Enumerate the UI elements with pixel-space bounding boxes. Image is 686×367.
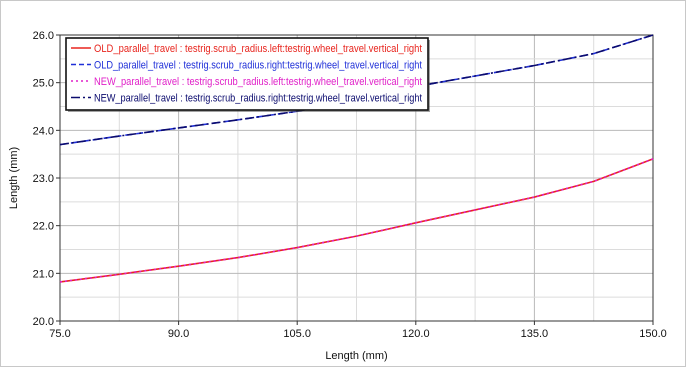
y-axis-ticks: 20.0 21.0 22.0 23.0 24.0 25.0 26.0	[33, 30, 60, 328]
x-tick-label: 75.0	[49, 328, 70, 340]
y-tick-label: 26.0	[33, 30, 54, 42]
series-line-4	[59, 34, 654, 146]
x-tick-label: 150.0	[639, 328, 667, 340]
y-tick-label: 23.0	[33, 173, 54, 185]
y-tick-label: 22.0	[33, 221, 54, 233]
legend-label: NEW_parallel_travel : testrig.scrub_radi…	[94, 93, 422, 105]
legend-label: OLD_parallel_travel : testrig.scrub_radi…	[94, 43, 422, 55]
x-axis-title: Length (mm)	[325, 350, 387, 362]
series-line-3	[59, 158, 654, 283]
x-tick-label: 120.0	[402, 328, 430, 340]
y-tick-label: 24.0	[33, 125, 54, 137]
x-tick-label: 135.0	[521, 328, 549, 340]
y-axis-title: Length (mm)	[8, 147, 20, 209]
legend-label: NEW_parallel_travel : testrig.scrub_radi…	[94, 76, 422, 88]
legend-item: NEW_parallel_travel : testrig.scrub_radi…	[71, 76, 422, 88]
y-tick-label: 25.0	[33, 78, 54, 90]
legend-box	[65, 37, 429, 111]
legend-label: OLD_parallel_travel : testrig.scrub_radi…	[94, 60, 422, 72]
x-tick-label: 90.0	[168, 328, 189, 340]
y-tick-label: 21.0	[33, 268, 54, 280]
legend-item: OLD_parallel_travel : testrig.scrub_radi…	[71, 60, 422, 72]
y-tick-label: 20.0	[33, 316, 54, 328]
legend-item: NEW_parallel_travel : testrig.scrub_radi…	[71, 93, 422, 105]
x-tick-label: 105.0	[283, 328, 311, 340]
legend-item: OLD_parallel_travel : testrig.scrub_radi…	[71, 43, 422, 55]
legend: OLD_parallel_travel : testrig.scrub_radi…	[65, 37, 430, 112]
x-axis-ticks: 75.0 90.0 105.0 120.0 135.0 150.0	[49, 321, 667, 340]
